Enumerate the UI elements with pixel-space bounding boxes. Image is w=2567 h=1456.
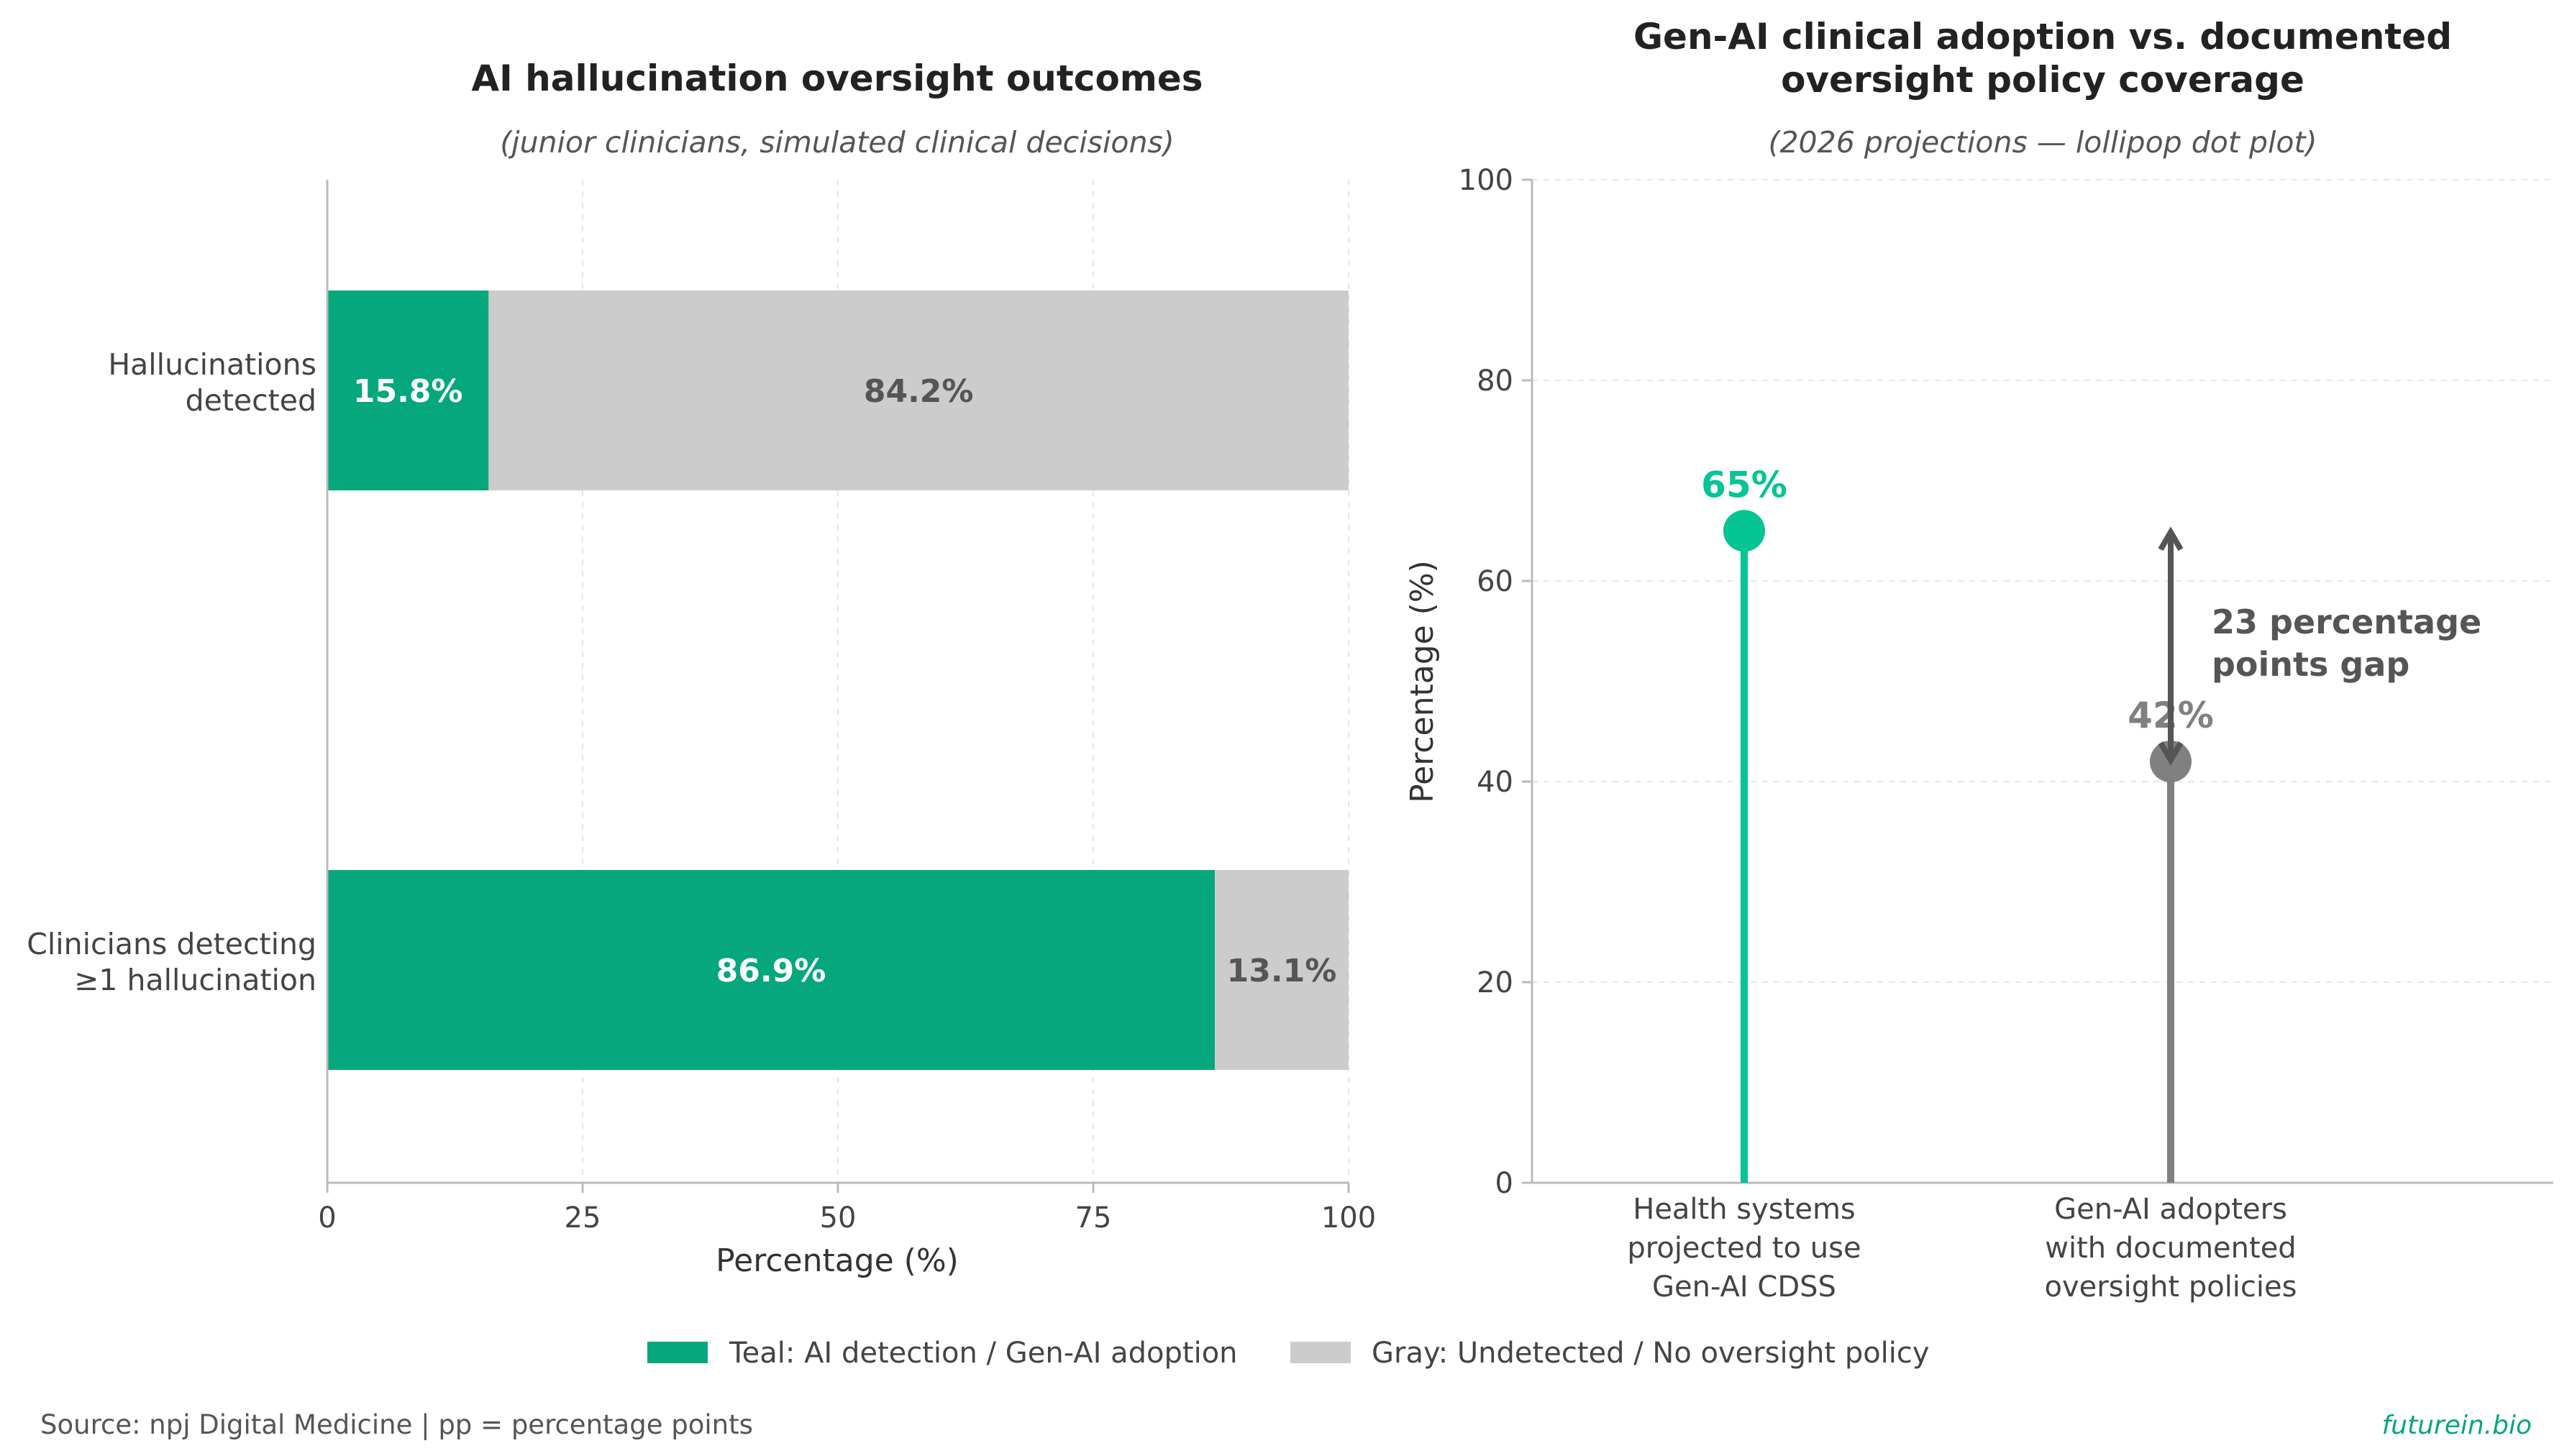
right-category-label: Gen-AI adopters [2054, 1193, 2287, 1226]
left-chart-subtitle: (junior clinicians, simulated clinical d… [500, 125, 1175, 160]
left-x-tick-label: 75 [1075, 1201, 1112, 1235]
right-y-tick-label: 60 [1477, 565, 1513, 598]
left-category-label: Clinicians detecting [27, 927, 316, 961]
left-bar-segment [327, 870, 1215, 1070]
gap-annotation: 23 percentage points gap [2158, 526, 2481, 766]
right-lollipops: 65%42% [1701, 464, 2214, 1183]
brand-credit: futurein.bio [2381, 1411, 2532, 1440]
right-y-tick-label: 40 [1477, 766, 1513, 799]
left-bar-value-label: 13.1% [1227, 953, 1337, 989]
right-category-label: oversight policies [2045, 1270, 2297, 1304]
left-x-ticks: 0 25 50 75 100 [318, 1183, 1376, 1235]
lollipop-value-label: 65% [1701, 464, 1787, 505]
gap-annotation-line-1: 23 percentage [2212, 603, 2481, 641]
right-category-label: Health systems [1633, 1193, 1856, 1226]
left-bar-segment [488, 290, 1349, 490]
right-gridlines [1532, 179, 2553, 983]
left-chart-title: AI hallucination oversight outcomes [471, 58, 1203, 99]
right-chart-title-line-2: oversight policy coverage [1781, 59, 2304, 101]
left-category-label: detected [186, 383, 316, 418]
right-panel: Gen-AI clinical adoption vs. documented … [1404, 16, 2553, 1304]
right-chart-title-line-1: Gen-AI clinical adoption vs. documented [1633, 16, 2452, 58]
legend-label-gray: Gray: Undetected / No oversight policy [1372, 1337, 1930, 1370]
left-bar-value-label: 15.8% [353, 373, 463, 410]
legend-swatch-gray [1290, 1342, 1351, 1363]
left-x-tick-label: 100 [1321, 1201, 1376, 1235]
left-bar-segment [327, 290, 489, 490]
right-category-label: with documented [2045, 1232, 2296, 1265]
right-y-axis-label: Percentage (%) [1404, 560, 1441, 803]
gap-arrow-head-top [2158, 526, 2184, 551]
gap-arrow-head-bottom [2158, 741, 2184, 766]
left-bar-segment [1214, 870, 1349, 1070]
right-y-ticks: 0 20 40 60 80 100 [1459, 164, 1532, 1200]
gap-annotation-line-2: points gap [2212, 645, 2409, 684]
left-x-tick-label: 0 [318, 1201, 336, 1235]
lollipop-dot [1723, 510, 1765, 552]
legend: Teal: AI detection / Gen-AI adoption Gra… [647, 1337, 1930, 1370]
right-category-labels: Health systems projected to use Gen-AI CDS… [1627, 1193, 2297, 1304]
left-bars: 15.8% 84.2% 86.9% 13.1% [327, 290, 1349, 1070]
right-chart-subtitle: (2026 projections — lollipop dot plot) [1768, 125, 2317, 160]
left-x-tick-label: 50 [820, 1201, 857, 1235]
left-category-label: ≥1 hallucination [74, 963, 316, 997]
left-panel: AI hallucination oversight outcomes (jun… [27, 58, 1376, 1279]
source-note: Source: npj Digital Medicine | pp = perc… [40, 1409, 753, 1440]
left-x-axis-label: Percentage (%) [716, 1242, 959, 1279]
left-category-label: Hallucinations [108, 347, 316, 382]
right-y-tick-label: 0 [1495, 1167, 1513, 1200]
left-x-tick-label: 25 [565, 1201, 601, 1235]
left-bar-value-label: 86.9% [716, 953, 826, 989]
right-y-tick-label: 80 [1477, 365, 1513, 398]
right-category-label: projected to use [1627, 1232, 1861, 1265]
legend-label-teal: Teal: AI detection / Gen-AI adoption [729, 1337, 1238, 1370]
right-category-label: Gen-AI CDSS [1652, 1270, 1836, 1304]
legend-swatch-teal [647, 1342, 708, 1363]
left-bar-value-label: 84.2% [864, 373, 974, 410]
right-y-tick-label: 20 [1477, 966, 1513, 999]
right-y-tick-label: 100 [1459, 164, 1513, 197]
